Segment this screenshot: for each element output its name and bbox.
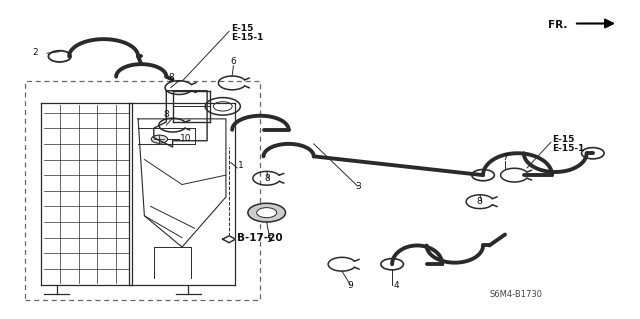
- Text: E-15: E-15: [552, 135, 575, 144]
- Bar: [25, 81, 260, 300]
- Text: 3: 3: [356, 182, 362, 191]
- Text: 8: 8: [265, 174, 271, 183]
- Text: 6: 6: [230, 57, 236, 66]
- Text: 1: 1: [238, 161, 244, 170]
- Text: E-15-1: E-15-1: [552, 145, 584, 153]
- Text: S6M4-B1730: S6M4-B1730: [490, 290, 542, 299]
- Circle shape: [257, 208, 276, 218]
- Circle shape: [248, 203, 285, 222]
- Polygon shape: [223, 236, 236, 243]
- Text: 9: 9: [348, 281, 353, 290]
- Text: 7: 7: [502, 153, 508, 162]
- Text: E-15-1: E-15-1: [231, 33, 263, 42]
- Text: FR.: FR.: [548, 20, 568, 30]
- Text: 10: 10: [179, 134, 191, 143]
- Text: B-17-20: B-17-20: [237, 234, 283, 243]
- Text: 4: 4: [394, 281, 399, 290]
- Text: 8: 8: [163, 110, 169, 119]
- Text: 8: 8: [477, 197, 483, 206]
- Text: 5: 5: [267, 235, 273, 244]
- Text: E-15: E-15: [231, 24, 253, 33]
- Text: 8: 8: [168, 73, 174, 82]
- Circle shape: [151, 135, 168, 143]
- Text: 2: 2: [33, 48, 38, 57]
